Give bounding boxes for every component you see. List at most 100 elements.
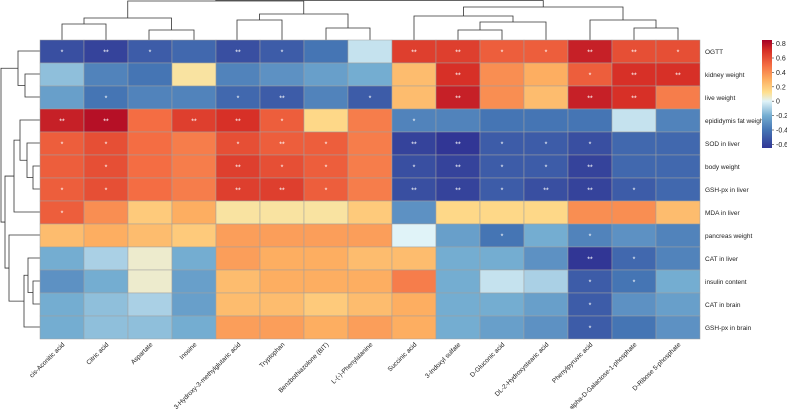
- heatmap-cell: [611, 292, 657, 317]
- significance-mark: *: [501, 50, 504, 57]
- significance-mark: *: [413, 119, 416, 126]
- row-dendro-branch: [8, 234, 40, 302]
- heatmap-cells: [39, 39, 701, 340]
- heatmap-cell: [435, 315, 481, 340]
- row-label: epididymis fat weight: [705, 118, 766, 125]
- heatmap-cell: [171, 62, 217, 87]
- significance-mark: *: [589, 326, 592, 333]
- significance-mark: **: [191, 119, 197, 126]
- row-dendro-branch: [19, 119, 40, 161]
- row-dendro-branch: [23, 274, 40, 328]
- heatmap-cell: [127, 269, 173, 294]
- column-label: Aspartate: [130, 341, 155, 366]
- heatmap-cell: [523, 246, 569, 271]
- heatmap-cell: [347, 154, 393, 179]
- heatmap-cell: [39, 292, 85, 317]
- significance-mark: *: [633, 188, 636, 195]
- heatmap-cell: [435, 269, 481, 294]
- heatmap-cell: [171, 315, 217, 340]
- column-label: Phenylpyruvic acid: [551, 341, 595, 385]
- heatmap-cell: [303, 85, 349, 110]
- significance-mark: **: [455, 96, 461, 103]
- col-dendro-branch: [479, 21, 547, 40]
- heatmap-cell: [391, 223, 437, 248]
- heatmap-cell: [127, 177, 173, 202]
- heatmap-cell: [259, 269, 305, 294]
- row-dendrogram: [0, 50, 40, 328]
- row-label: body weight: [705, 164, 740, 171]
- significance-mark: *: [501, 234, 504, 241]
- heatmap-cell: [347, 269, 393, 294]
- legend-tick-label: 0.2: [776, 84, 786, 91]
- col-dendro-branch: [457, 29, 503, 40]
- heatmap-cell: [303, 269, 349, 294]
- significance-mark: *: [677, 50, 680, 57]
- significance-mark: **: [587, 165, 593, 172]
- row-label: GSH-px in liver: [705, 187, 750, 194]
- significance-mark: *: [61, 142, 64, 149]
- heatmap-cell: [655, 154, 701, 179]
- significance-mark: *: [281, 165, 284, 172]
- heatmap-cell: [479, 200, 525, 225]
- heatmap-cell: [215, 269, 261, 294]
- significance-mark: *: [105, 96, 108, 103]
- significance-mark: **: [631, 96, 637, 103]
- heatmap-cell: [83, 223, 129, 248]
- heatmap-cell: [655, 85, 701, 110]
- heatmap-cell: [39, 62, 85, 87]
- heatmap-cell: [479, 269, 525, 294]
- heatmap-cell: [303, 62, 349, 87]
- col-dendro-branch: [413, 15, 514, 40]
- heatmap-cell: [611, 223, 657, 248]
- col-dendro-branch: [463, 6, 624, 20]
- heatmap-cell: [523, 315, 569, 340]
- heatmap-cell: [303, 292, 349, 317]
- heatmap-cell: [127, 131, 173, 156]
- heatmap-cell: [655, 246, 701, 271]
- significance-mark: **: [455, 50, 461, 57]
- row-labels: OGTT kidney weight live weight epididymis f…: [705, 49, 766, 332]
- significance-mark: *: [325, 165, 328, 172]
- significance-mark: **: [455, 188, 461, 195]
- significance-mark: **: [455, 73, 461, 80]
- heatmap-cell: [303, 315, 349, 340]
- row-dendro-branch: [32, 165, 40, 190]
- significance-mark: *: [281, 50, 284, 57]
- heatmap-cell: [391, 292, 437, 317]
- heatmap-cell: [171, 292, 217, 317]
- significance-mark: *: [61, 211, 64, 218]
- heatmap-cell: [303, 108, 349, 133]
- col-dendro-branch: [61, 23, 107, 40]
- heatmap-cell: [83, 315, 129, 340]
- legend-tick-label: -0.6: [776, 142, 787, 149]
- heatmap-cell: [655, 131, 701, 156]
- heatmap-cell: [347, 246, 393, 271]
- heatmap-cell: [655, 177, 701, 202]
- heatmap-cell: [479, 85, 525, 110]
- column-label: cis-Aconitic acid: [29, 341, 67, 379]
- heatmap-cell: [83, 269, 129, 294]
- heatmap-cell: [83, 62, 129, 87]
- heatmap-cell: [435, 200, 481, 225]
- row-dendro-branch: [4, 175, 14, 269]
- legend-tick-label: 0.4: [776, 70, 786, 77]
- heatmap-cell: [523, 269, 569, 294]
- significance-mark: **: [59, 119, 65, 126]
- heatmap-cell: [171, 269, 217, 294]
- heatmap-cell: [171, 154, 217, 179]
- heatmap-cell: [171, 223, 217, 248]
- col-dendro-branch: [127, 0, 305, 18]
- heatmap-cell: [171, 246, 217, 271]
- significance-mark: **: [235, 50, 241, 57]
- heatmap-cell: [259, 292, 305, 317]
- heatmap-cell: [171, 177, 217, 202]
- heatmap-cell: [347, 177, 393, 202]
- heatmap-cell: [391, 62, 437, 87]
- heatmap-cell: [127, 292, 173, 317]
- column-labels: cis-Aconitic acid Citric acid Aspartate Ino…: [29, 341, 683, 409]
- significance-mark: **: [279, 142, 285, 149]
- heatmap-cell: [215, 292, 261, 317]
- column-label: Succinic acid: [387, 341, 419, 373]
- significance-mark: **: [411, 142, 417, 149]
